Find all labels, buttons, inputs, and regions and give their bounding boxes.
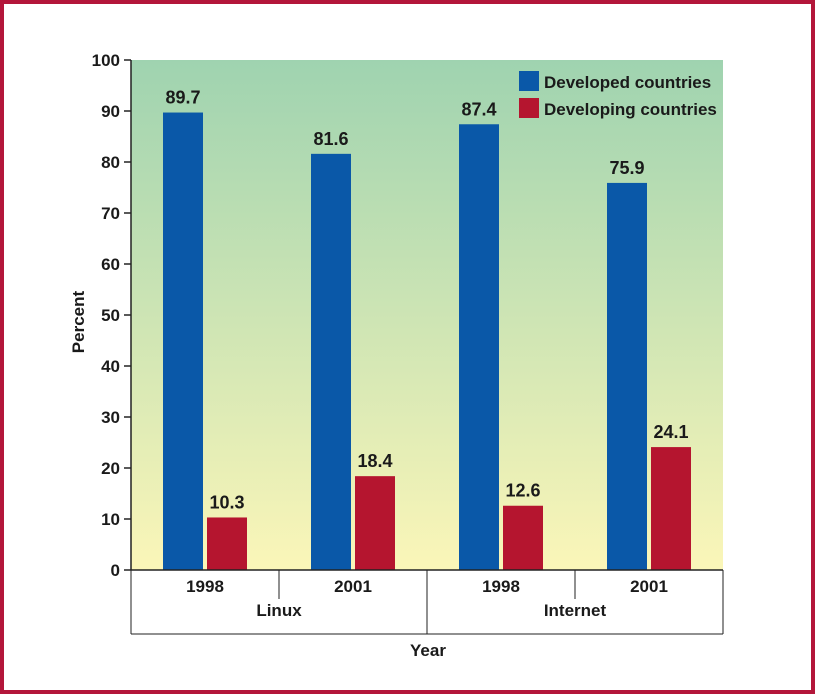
- bar-developed: [607, 182, 647, 570]
- bars-layer: [163, 112, 691, 570]
- legend-swatch-developing: [519, 98, 539, 118]
- y-tick-label: 70: [101, 204, 120, 223]
- y-tick-label: 40: [101, 357, 120, 376]
- bar-developing: [651, 447, 691, 570]
- bar-developing: [207, 517, 247, 570]
- bar-developed: [311, 153, 351, 570]
- y-tick-label: 60: [101, 255, 120, 274]
- y-axis: 0 10 20 30 40 50 60 70 80 90 100: [92, 51, 132, 580]
- y-tick-label: 50: [101, 306, 120, 325]
- data-label-developed: 75.9: [609, 158, 644, 178]
- legend-label-developed: Developed countries: [544, 73, 711, 92]
- data-label-developing: 18.4: [357, 451, 392, 471]
- data-label-developed: 89.7: [165, 88, 200, 108]
- x-axis-title: Year: [410, 641, 446, 660]
- y-tick-label: 20: [101, 459, 120, 478]
- y-tick-label: 80: [101, 153, 120, 172]
- legend-label-developing: Developing countries: [544, 100, 717, 119]
- y-tick-label: 100: [92, 51, 120, 70]
- y-tick-label: 90: [101, 102, 120, 121]
- data-label-developed: 87.4: [461, 99, 496, 119]
- bar-developing: [355, 476, 395, 570]
- data-labels-layer: 89.7 10.3 81.6 18.4 87.4 12.6 75.9 24.1: [165, 88, 688, 513]
- legend: Developed countries Developing countries: [519, 71, 717, 119]
- y-tick-label: 0: [111, 561, 120, 580]
- y-tick-label: 10: [101, 510, 120, 529]
- bar-developing: [503, 505, 543, 570]
- x-tick-label: 1998: [186, 577, 224, 596]
- bar-developed: [459, 124, 499, 570]
- legend-swatch-developed: [519, 71, 539, 91]
- x-group-label: Linux: [256, 601, 302, 620]
- x-tick-label: 2001: [630, 577, 668, 596]
- x-group-label: Internet: [544, 601, 607, 620]
- data-label-developing: 12.6: [505, 481, 540, 501]
- x-axis: 1998 2001 1998 2001 Linux Internet: [130, 569, 724, 635]
- data-label-developing: 24.1: [653, 422, 688, 442]
- data-label-developed: 81.6: [313, 129, 348, 149]
- y-axis-title: Percent: [69, 290, 88, 353]
- data-label-developing: 10.3: [209, 492, 244, 512]
- x-tick-label: 1998: [482, 577, 520, 596]
- x-tick-label: 2001: [334, 577, 372, 596]
- y-tick-label: 30: [101, 408, 120, 427]
- bar-developed: [163, 112, 203, 570]
